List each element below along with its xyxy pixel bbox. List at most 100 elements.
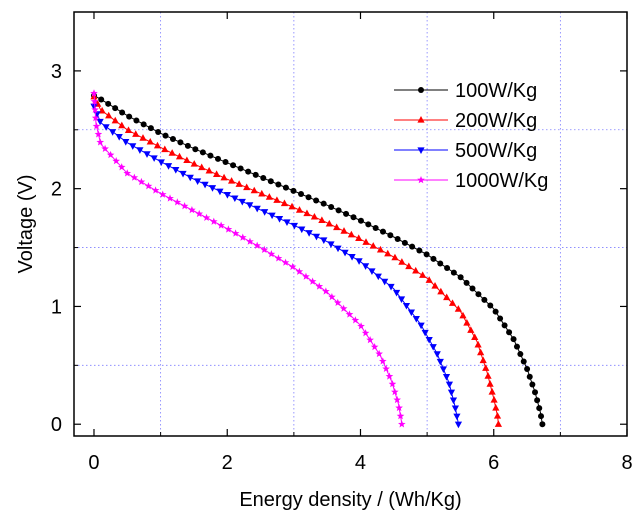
data-point (497, 315, 504, 322)
data-point (253, 241, 261, 249)
data-point (341, 249, 349, 257)
legend-label: 500W/Kg (455, 140, 537, 162)
data-point (298, 191, 305, 198)
data-point (374, 273, 382, 281)
data-point (91, 105, 99, 113)
data-point (133, 117, 140, 124)
data-point (369, 242, 377, 249)
data-point (463, 319, 471, 326)
data-point (328, 203, 335, 210)
data-point (365, 221, 372, 228)
data-point (433, 351, 441, 358)
data-point (416, 247, 423, 254)
data-point (532, 389, 539, 396)
data-point (123, 169, 132, 177)
data-point (409, 243, 416, 250)
data-point (513, 343, 520, 350)
data-point (343, 210, 350, 217)
data-point (325, 219, 333, 227)
data-point (345, 310, 354, 318)
data-point (250, 186, 258, 194)
data-point (430, 255, 437, 262)
data-point (425, 336, 433, 344)
data-point (382, 364, 390, 373)
y-tick-label: 1 (51, 296, 62, 318)
data-point (481, 296, 488, 303)
data-point (327, 241, 335, 248)
data-point (391, 253, 399, 261)
series-line (93, 96, 499, 425)
data-point (177, 139, 184, 146)
data-point (238, 233, 247, 241)
data-point (112, 105, 119, 112)
data-point (303, 209, 311, 217)
data-point (295, 267, 304, 275)
data-point (261, 209, 269, 216)
data-point (117, 163, 126, 171)
data-point (398, 258, 406, 265)
data-point (471, 333, 479, 341)
data-point (126, 113, 133, 120)
data-point (282, 184, 289, 191)
data-point (146, 137, 154, 145)
data-point (459, 311, 467, 319)
data-point (437, 287, 445, 295)
data-point (115, 134, 123, 141)
data-point (421, 329, 429, 337)
data-point (450, 269, 457, 276)
legend-marker (417, 147, 425, 154)
legend-item: 200W/Kg (394, 110, 537, 132)
data-point (347, 230, 355, 238)
data-point (387, 283, 395, 291)
data-point (275, 215, 284, 223)
data-point (524, 366, 531, 373)
data-point (265, 193, 273, 200)
data-point (312, 233, 321, 241)
legend: 100W/Kg 200W/Kg 500W/Kg 1000W/Kg (394, 80, 548, 192)
data-point (155, 129, 162, 136)
y-tick-label: 2 (51, 179, 62, 201)
data-point (429, 344, 437, 351)
data-point (91, 114, 100, 122)
data-point (90, 103, 98, 111)
data-point (453, 413, 461, 421)
data-point (501, 322, 508, 329)
data-point (245, 168, 252, 175)
data-point (407, 309, 415, 317)
data-point (394, 235, 401, 242)
data-point (385, 372, 394, 380)
series-3 (90, 103, 463, 429)
data-point (192, 146, 199, 153)
data-point (124, 126, 133, 134)
data-point (118, 121, 126, 129)
data-point (534, 397, 541, 404)
data-point (111, 116, 119, 124)
data-point (454, 305, 462, 312)
data-point (98, 96, 105, 103)
data-point (246, 237, 254, 245)
data-point (402, 302, 411, 310)
data-point (339, 304, 348, 312)
legend-marker (418, 87, 424, 93)
data-point (370, 342, 379, 351)
data-point (387, 232, 394, 239)
data-point (510, 336, 517, 343)
data-point (227, 177, 236, 184)
data-point (162, 132, 169, 139)
data-point (436, 358, 444, 366)
legend-marker (417, 116, 425, 123)
data-point (199, 149, 206, 156)
data-point (488, 388, 496, 395)
legend-label: 1000W/Kg (455, 170, 548, 192)
data-point (517, 351, 524, 358)
data-point (520, 358, 527, 365)
data-point (447, 389, 456, 397)
data-point (106, 150, 115, 159)
data-point (431, 281, 439, 289)
data-point (129, 143, 137, 150)
data-point (112, 157, 120, 165)
data-point (334, 245, 342, 253)
data-point (238, 198, 246, 206)
data-point (186, 174, 194, 182)
data-point (231, 229, 240, 237)
